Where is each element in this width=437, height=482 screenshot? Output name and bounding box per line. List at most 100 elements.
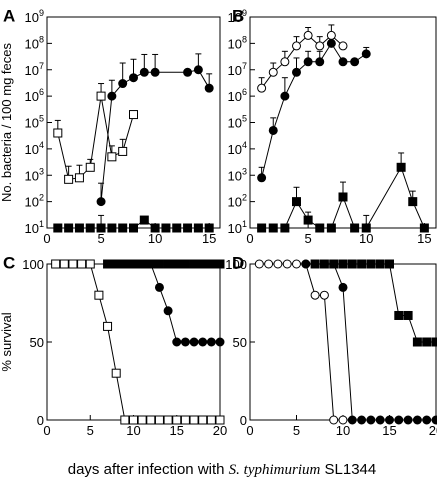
x-tick-label: 15 [202,231,216,246]
data-point [204,83,214,93]
data-point [385,259,394,269]
x-tick-label: 15 [417,231,431,246]
data-point [403,310,413,320]
series-open-square [51,259,225,425]
series-line [315,263,436,343]
plot-frame [46,16,221,229]
data-point [85,259,95,269]
data-point [257,173,267,183]
data-point [292,67,301,77]
data-point [85,162,95,172]
x-tick-label: 20 [213,423,227,438]
y-tick-label: 103 [25,166,44,183]
data-point [85,223,95,233]
x-tick-label: 0 [246,423,253,438]
series-open-circle [254,259,348,425]
series-open-circle [257,24,348,93]
x-tick-label: 15 [170,423,184,438]
data-point [375,259,385,269]
data-point [257,223,267,233]
data-point [329,415,339,425]
data-point [326,223,336,233]
x-tick-label: 10 [336,423,350,438]
y-tick-label: 105 [25,114,44,131]
data-point [319,290,329,300]
data-point [357,259,367,269]
data-point [422,415,432,425]
data-point [129,415,138,425]
y-tick-label: 104 [228,140,247,157]
data-point [408,197,418,207]
data-point [292,197,301,207]
data-point [68,259,78,269]
y-tick-label: 100 [225,257,247,272]
data-point [361,223,371,233]
data-point [310,259,320,269]
data-point [103,259,113,269]
y-tick-label: 109 [228,8,247,25]
data-point [431,415,437,425]
data-point [107,91,117,101]
data-point [366,415,376,425]
panel-d: D 0 5 10 15 20 0 50 100 [225,253,437,438]
data-point [215,415,225,425]
data-point [137,259,147,269]
x-tick-label: 0 [43,423,50,438]
data-point [273,259,283,269]
caption-suffix: SL1344 [320,461,376,478]
y-tick-label: 106 [228,87,247,104]
series-line [100,69,210,202]
y-tick-label: 101 [228,219,247,236]
data-point [154,415,164,425]
data-point [422,337,432,347]
series-filled-circle [257,38,371,183]
data-point [139,215,149,225]
data-point [292,259,301,269]
y-tick-label: 104 [25,140,44,157]
data-point [189,415,199,425]
data-point [189,259,199,269]
y-tick-label: 50 [233,335,247,350]
data-point [350,57,360,67]
x-tick-label: 10 [126,423,140,438]
data-point [137,415,147,425]
data-point [347,415,357,425]
x-tick-label: 0 [43,231,50,246]
data-point [338,41,348,51]
data-point [198,259,208,269]
x-tick-label: 0 [246,231,253,246]
data-point [74,173,84,183]
data-point [183,223,193,233]
y-tick-label: 106 [25,87,44,104]
data-point [329,259,339,269]
data-point [338,192,348,202]
data-point [129,259,138,269]
data-point [51,259,61,269]
data-point [120,259,130,269]
data-point [96,223,106,233]
data-point [280,223,290,233]
x-tick-label: 5 [305,231,312,246]
data-point [268,67,278,77]
data-point [94,290,104,300]
series-line [259,263,343,421]
data-point [254,259,264,269]
data-point [120,415,130,425]
data-point [150,67,160,77]
data-point [118,79,128,89]
data-point [394,310,404,320]
data-point [129,110,138,120]
data-point [326,38,336,48]
series-line [150,263,220,343]
data-point [361,49,371,59]
y-tick-label: 102 [228,193,247,210]
data-point [180,259,190,269]
data-point [53,128,63,138]
caption-organism: S. typhimurium [229,462,321,478]
data-point [180,337,190,347]
y-tick-label: 0 [240,413,247,428]
y-tick-label: 108 [228,34,247,51]
data-point [172,259,182,269]
data-point [338,259,348,269]
